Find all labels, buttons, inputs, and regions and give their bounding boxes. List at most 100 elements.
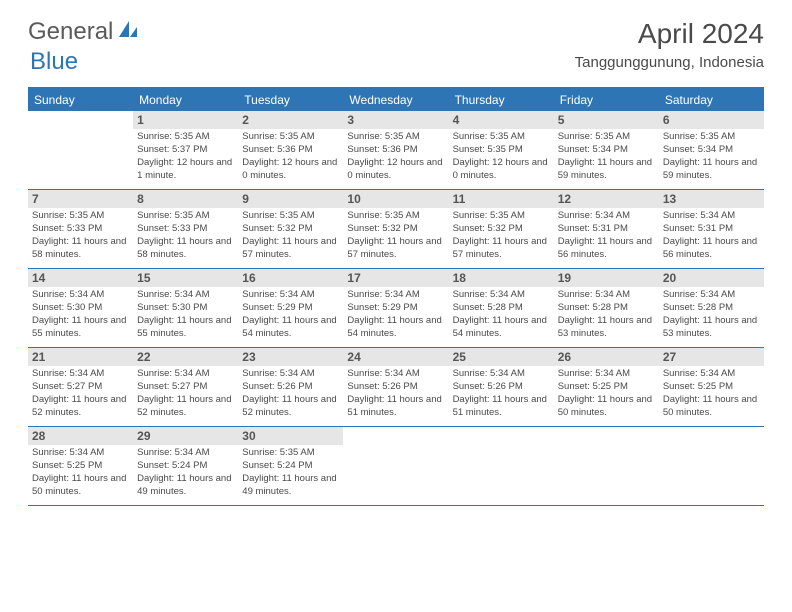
day-details: Sunrise: 5:35 AMSunset: 5:35 PMDaylight:… bbox=[449, 129, 554, 186]
header: General April 2024 Tanggunggunung, Indon… bbox=[0, 0, 792, 79]
day-number bbox=[343, 427, 448, 431]
day-details: Sunrise: 5:34 AMSunset: 5:25 PMDaylight:… bbox=[554, 366, 659, 423]
sunset-text: Sunset: 5:33 PM bbox=[32, 223, 129, 236]
day-cell: 1Sunrise: 5:35 AMSunset: 5:37 PMDaylight… bbox=[133, 111, 238, 189]
day-number: 12 bbox=[554, 190, 659, 208]
sunset-text: Sunset: 5:24 PM bbox=[137, 460, 234, 473]
day-cell: 21Sunrise: 5:34 AMSunset: 5:27 PMDayligh… bbox=[28, 348, 133, 426]
sunrise-text: Sunrise: 5:35 AM bbox=[453, 210, 550, 223]
sunrise-text: Sunrise: 5:35 AM bbox=[558, 131, 655, 144]
daylight-text: Daylight: 11 hours and 52 minutes. bbox=[242, 394, 339, 420]
day-number: 8 bbox=[133, 190, 238, 208]
sunrise-text: Sunrise: 5:34 AM bbox=[663, 368, 760, 381]
week-row: 28Sunrise: 5:34 AMSunset: 5:25 PMDayligh… bbox=[28, 427, 764, 506]
day-number: 23 bbox=[238, 348, 343, 366]
sunrise-text: Sunrise: 5:34 AM bbox=[453, 289, 550, 302]
sunrise-text: Sunrise: 5:35 AM bbox=[242, 447, 339, 460]
day-cell: 16Sunrise: 5:34 AMSunset: 5:29 PMDayligh… bbox=[238, 269, 343, 347]
daylight-text: Daylight: 11 hours and 56 minutes. bbox=[558, 236, 655, 262]
sunset-text: Sunset: 5:27 PM bbox=[32, 381, 129, 394]
day-details: Sunrise: 5:34 AMSunset: 5:30 PMDaylight:… bbox=[28, 287, 133, 344]
sunset-text: Sunset: 5:33 PM bbox=[137, 223, 234, 236]
day-cell bbox=[554, 427, 659, 505]
day-number bbox=[28, 111, 133, 115]
sunrise-text: Sunrise: 5:34 AM bbox=[663, 289, 760, 302]
daylight-text: Daylight: 11 hours and 55 minutes. bbox=[137, 315, 234, 341]
daylight-text: Daylight: 11 hours and 53 minutes. bbox=[558, 315, 655, 341]
daylight-text: Daylight: 12 hours and 1 minute. bbox=[137, 157, 234, 183]
daylight-text: Daylight: 11 hours and 52 minutes. bbox=[32, 394, 129, 420]
dayhead-sun: Sunday bbox=[28, 89, 133, 111]
daylight-text: Daylight: 11 hours and 54 minutes. bbox=[453, 315, 550, 341]
daylight-text: Daylight: 12 hours and 0 minutes. bbox=[453, 157, 550, 183]
sunrise-text: Sunrise: 5:34 AM bbox=[453, 368, 550, 381]
daylight-text: Daylight: 11 hours and 59 minutes. bbox=[558, 157, 655, 183]
sunset-text: Sunset: 5:34 PM bbox=[663, 144, 760, 157]
day-cell: 18 Sunrise: 5:34 AMSunset: 5:28 PMDayligh… bbox=[449, 269, 554, 347]
sunrise-text: Sunrise: 5:35 AM bbox=[663, 131, 760, 144]
day-cell bbox=[659, 427, 764, 505]
daylight-text: Daylight: 11 hours and 57 minutes. bbox=[453, 236, 550, 262]
sunrise-text: Sunrise: 5:35 AM bbox=[137, 131, 234, 144]
daylight-text: Daylight: 11 hours and 51 minutes. bbox=[347, 394, 444, 420]
day-cell: 5Sunrise: 5:35 AMSunset: 5:34 PMDaylight… bbox=[554, 111, 659, 189]
week-row: 21Sunrise: 5:34 AMSunset: 5:27 PMDayligh… bbox=[28, 348, 764, 427]
day-number bbox=[554, 427, 659, 431]
daylight-text: Daylight: 11 hours and 58 minutes. bbox=[32, 236, 129, 262]
day-cell: 4Sunrise: 5:35 AMSunset: 5:35 PMDaylight… bbox=[449, 111, 554, 189]
sunrise-text: Sunrise: 5:35 AM bbox=[347, 210, 444, 223]
location-text: Tanggunggunung, Indonesia bbox=[575, 54, 764, 71]
weeks-container: 1Sunrise: 5:35 AMSunset: 5:37 PMDaylight… bbox=[28, 111, 764, 506]
day-details: Sunrise: 5:35 AMSunset: 5:33 PMDaylight:… bbox=[28, 208, 133, 265]
day-number: 24 bbox=[343, 348, 448, 366]
sunrise-text: Sunrise: 5:34 AM bbox=[137, 289, 234, 302]
day-details: Sunrise: 5:34 AMSunset: 5:31 PMDaylight:… bbox=[659, 208, 764, 265]
sunset-text: Sunset: 5:37 PM bbox=[137, 144, 234, 157]
day-details: Sunrise: 5:34 AMSunset: 5:29 PMDaylight:… bbox=[238, 287, 343, 344]
day-cell: 25Sunrise: 5:34 AMSunset: 5:26 PMDayligh… bbox=[449, 348, 554, 426]
day-number: 2 bbox=[238, 111, 343, 129]
day-details: Sunrise: 5:34 AMSunset: 5:27 PMDaylight:… bbox=[28, 366, 133, 423]
day-details: Sunrise: 5:34 AMSunset: 5:28 PMDaylight:… bbox=[659, 287, 764, 344]
day-cell: 6Sunrise: 5:35 AMSunset: 5:34 PMDaylight… bbox=[659, 111, 764, 189]
sunset-text: Sunset: 5:24 PM bbox=[242, 460, 339, 473]
day-cell: 14Sunrise: 5:34 AMSunset: 5:30 PMDayligh… bbox=[28, 269, 133, 347]
sunrise-text: Sunrise: 5:34 AM bbox=[242, 289, 339, 302]
day-details: Sunrise: 5:34 AMSunset: 5:28 PMDaylight:… bbox=[554, 287, 659, 344]
day-cell: 20Sunrise: 5:34 AMSunset: 5:28 PMDayligh… bbox=[659, 269, 764, 347]
day-details: Sunrise: 5:35 AMSunset: 5:36 PMDaylight:… bbox=[343, 129, 448, 186]
day-details: Sunrise: 5:34 AMSunset: 5:24 PMDaylight:… bbox=[133, 445, 238, 502]
day-number: 21 bbox=[28, 348, 133, 366]
day-number: 19 bbox=[554, 269, 659, 287]
sunrise-text: Sunrise: 5:34 AM bbox=[558, 210, 655, 223]
day-cell bbox=[449, 427, 554, 505]
sunset-text: Sunset: 5:36 PM bbox=[242, 144, 339, 157]
day-number: 9 bbox=[238, 190, 343, 208]
sunset-text: Sunset: 5:29 PM bbox=[242, 302, 339, 315]
day-cell: 11Sunrise: 5:35 AMSunset: 5:32 PMDayligh… bbox=[449, 190, 554, 268]
sunrise-text: Sunrise: 5:34 AM bbox=[663, 210, 760, 223]
day-details: Sunrise: 5:34 AMSunset: 5:27 PMDaylight:… bbox=[133, 366, 238, 423]
day-number: 22 bbox=[133, 348, 238, 366]
day-number: 6 bbox=[659, 111, 764, 129]
logo-text-blue: Blue bbox=[30, 48, 78, 76]
day-cell bbox=[343, 427, 448, 505]
sunset-text: Sunset: 5:32 PM bbox=[453, 223, 550, 236]
daylight-text: Daylight: 11 hours and 55 minutes. bbox=[32, 315, 129, 341]
sunset-text: Sunset: 5:28 PM bbox=[453, 302, 550, 315]
day-cell: 15Sunrise: 5:34 AMSunset: 5:30 PMDayligh… bbox=[133, 269, 238, 347]
day-cell: 26Sunrise: 5:34 AMSunset: 5:25 PMDayligh… bbox=[554, 348, 659, 426]
daylight-text: Daylight: 11 hours and 57 minutes. bbox=[347, 236, 444, 262]
day-details: Sunrise: 5:35 AMSunset: 5:37 PMDaylight:… bbox=[133, 129, 238, 186]
sunrise-text: Sunrise: 5:34 AM bbox=[558, 368, 655, 381]
day-number: 18 bbox=[449, 269, 554, 287]
day-number: 3 bbox=[343, 111, 448, 129]
day-cell bbox=[28, 111, 133, 189]
day-details: Sunrise: 5:34 AMSunset: 5:25 PMDaylight:… bbox=[659, 366, 764, 423]
sunrise-text: Sunrise: 5:35 AM bbox=[347, 131, 444, 144]
day-cell: 28Sunrise: 5:34 AMSunset: 5:25 PMDayligh… bbox=[28, 427, 133, 505]
daylight-text: Daylight: 11 hours and 54 minutes. bbox=[242, 315, 339, 341]
daylight-text: Daylight: 11 hours and 58 minutes. bbox=[137, 236, 234, 262]
dayhead-tue: Tuesday bbox=[238, 89, 343, 111]
dayhead-thu: Thursday bbox=[449, 89, 554, 111]
